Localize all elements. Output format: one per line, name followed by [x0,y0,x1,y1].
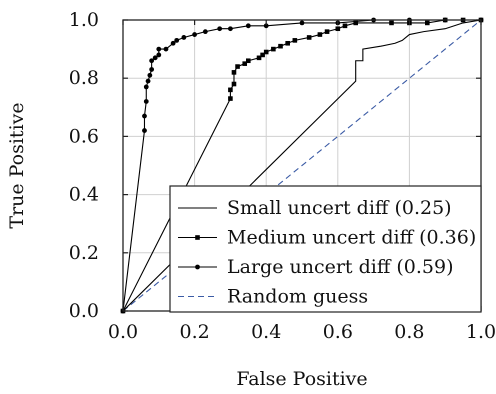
data-point [170,40,176,46]
data-point [231,81,237,87]
data-point [143,99,149,104]
data-point [317,32,323,37]
legend-label: Large uncert diff (0.59) [227,256,454,278]
data-point [306,35,312,40]
data-point [231,70,237,75]
data-point [245,23,251,29]
legend: Small uncert diff (0.25) Medium uncert di… [169,185,482,313]
data-point [156,46,162,52]
series-line [122,19,482,312]
data-point [324,29,330,34]
data-point [145,78,151,84]
legend-entry: Random guess [178,286,368,308]
legend-label: Random guess [227,286,368,308]
data-point [353,20,358,26]
x-tick-label: 0.0 [108,321,138,343]
y-axis-label: True Positive [6,102,28,228]
data-point [389,20,394,26]
series-small-uncert-diff-0-25 [122,19,482,312]
y-tick-label: 0.8 [69,67,99,89]
legend-label: Medium uncert diff (0.36) [227,227,476,249]
data-point [192,32,198,37]
data-point [271,46,276,52]
data-point [156,52,162,58]
data-point [292,38,298,43]
x-axis-label: False Positive [236,368,367,390]
legend-entry: Small uncert diff (0.25) [178,197,452,219]
data-point [342,23,348,29]
legend-marker [195,235,200,240]
data-point [246,58,251,64]
data-point [143,84,149,90]
data-point [235,64,240,69]
y-tick-label: 1.0 [69,9,99,31]
legend-label: Small uncert diff (0.25) [227,197,452,219]
data-point [174,37,180,43]
data-point [260,52,265,58]
x-tick-label: 1.0 [466,321,496,343]
legend-marker [195,264,200,270]
data-point [335,26,341,32]
x-tick-label: 0.2 [179,321,209,343]
data-point [149,58,155,64]
x-tick-label: 0.4 [251,321,281,343]
data-point [202,29,208,35]
data-point [256,55,262,61]
data-point [228,26,233,32]
legend-items: Small uncert diff (0.25) Medium uncert di… [178,197,476,308]
y-tick-label: 0.4 [69,184,99,206]
data-point [285,40,290,46]
data-point [263,49,269,55]
x-tick-label: 0.8 [394,321,424,343]
data-point [147,72,153,78]
data-point [263,23,269,29]
y-tick-label: 0.2 [69,242,99,264]
data-point [163,46,169,52]
x-tick-label: 0.6 [323,321,353,343]
data-point [181,35,187,40]
data-point [142,113,147,119]
data-point [242,61,248,66]
series-random-guess [122,19,482,312]
data-point [149,67,155,72]
y-tick-label: 0.6 [69,125,99,147]
data-point [278,43,283,49]
reference-layer [122,19,482,312]
data-point [142,128,147,133]
data-point [425,20,430,26]
data-point [228,87,233,93]
data-point [152,55,158,61]
legend-entry: Large uncert diff (0.59) [178,256,454,278]
series-large-uncert-diff-0-59 [120,17,484,314]
legend-box [169,185,482,313]
data-point [217,26,223,32]
data-point [228,96,233,101]
y-tick-label: 0.0 [69,300,99,322]
legend-entry: Medium uncert diff (0.36) [178,227,476,249]
series-line [122,19,482,312]
tick-layer: 0.0 0.2 0.4 0.6 0.8 1.0 0.0 0.2 0.4 0.6 0.8 1.0 [69,9,496,343]
data-point [299,20,305,26]
